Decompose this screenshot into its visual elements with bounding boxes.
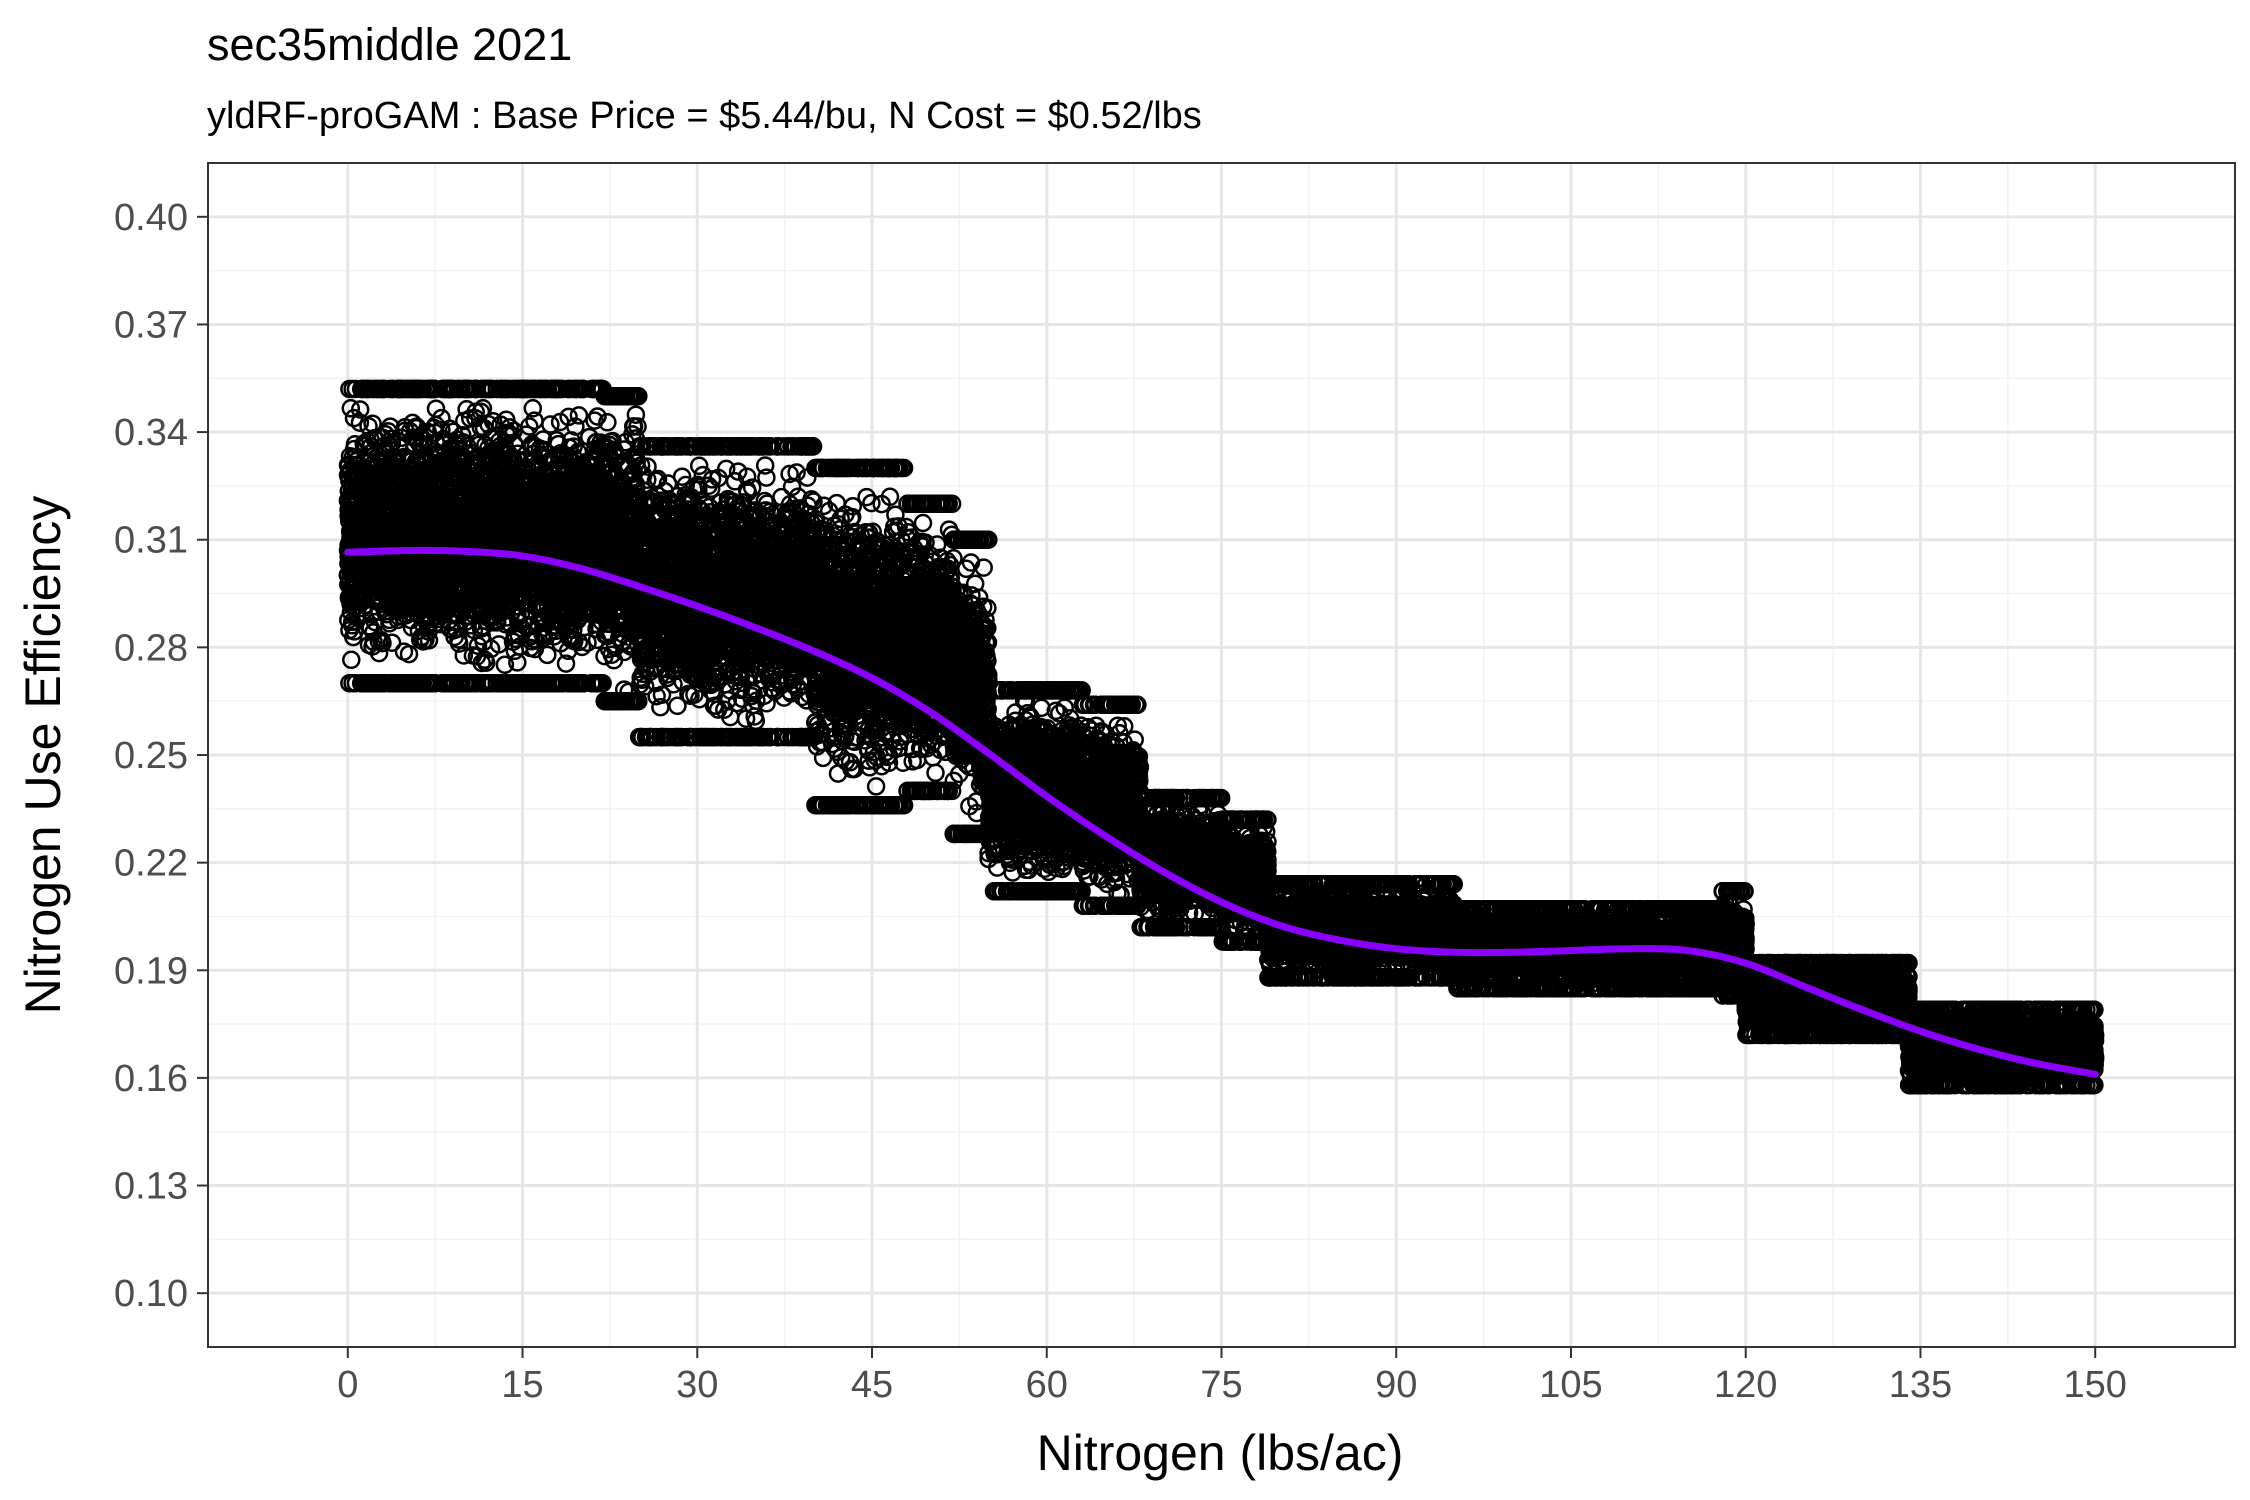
chart-title: sec35middle 2021 <box>207 19 572 70</box>
chart-subtitle: yldRF-proGAM : Base Price = $5.44/bu, N … <box>207 95 1202 137</box>
